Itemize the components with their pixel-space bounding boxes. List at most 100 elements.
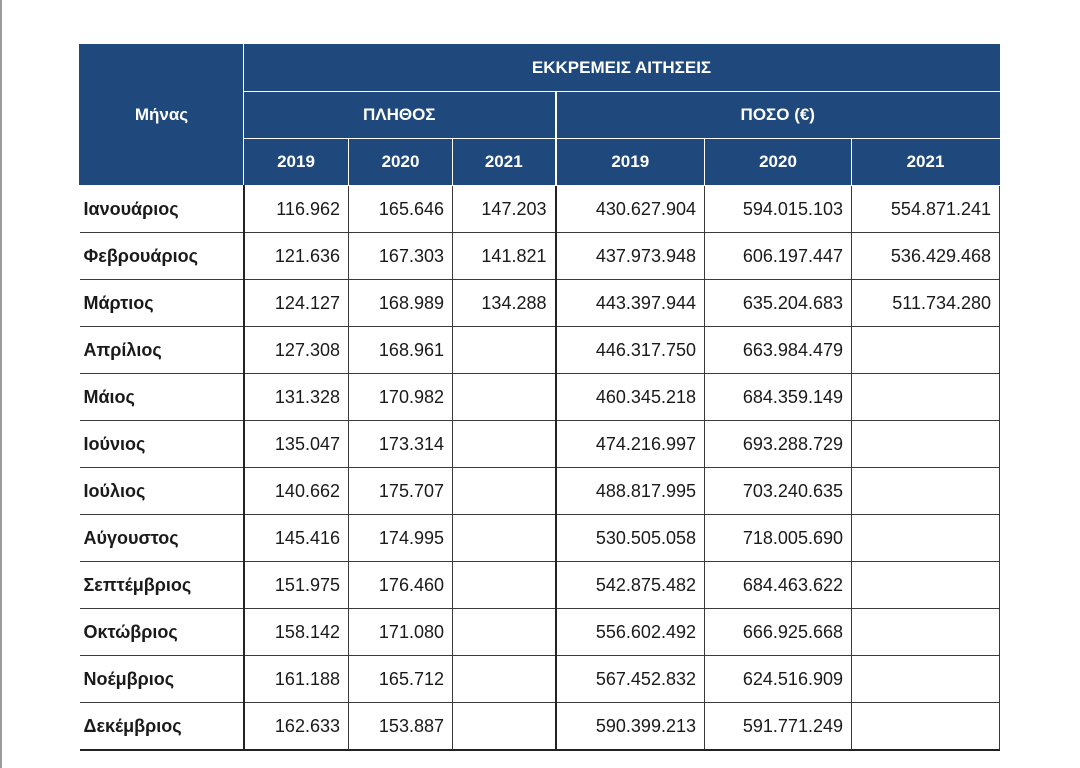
count-cell-2020: 168.961: [348, 326, 453, 374]
table-row: Σεπτέμβριος 151.975 176.460 542.875.482 684.…: [79, 561, 1001, 609]
amount-cell-2020: 666.925.668: [704, 608, 852, 656]
header-year-row: 2019 2020 2021 2019 2020 2021: [80, 138, 1001, 186]
amount-cell-2020: 606.197.447: [704, 232, 852, 280]
amount-cell-2020: 591.771.249: [704, 702, 852, 751]
amount-cell-2021: [850, 608, 1001, 656]
table-row: Ιανουάριος 116.962 165.646 147.203 430.627.9…: [79, 185, 1001, 233]
year-header-amount-2020: 2020: [704, 138, 852, 186]
table-row: Ιούνιος 135.047 173.314 474.216.997 693.288.…: [79, 420, 1001, 468]
count-cell-2021: [452, 655, 556, 703]
amount-cell-2020: 693.288.729: [704, 420, 852, 468]
amount-cell-2020: 703.240.635: [704, 467, 852, 515]
month-cell: Μάιος: [79, 373, 245, 421]
table-row: Μάιος 131.328 170.982 460.345.218 684.359.14…: [79, 373, 1001, 421]
count-cell-2021: [452, 467, 556, 515]
count-cell-2020: 176.460: [348, 561, 453, 609]
month-column-header: Μήνας: [79, 44, 244, 186]
table-row: Ιούλιος 140.662 175.707 488.817.995 703.240.…: [79, 467, 1001, 515]
table-row: Οκτώβριος 158.142 171.080 556.602.492 666.92…: [79, 608, 1001, 656]
amount-group-header: ΠΟΣΟ (€): [554, 91, 1001, 139]
amount-cell-2021: 511.734.280: [850, 279, 1001, 327]
page-left-edge: [0, 0, 2, 768]
header-group-row: ΠΛΗΘΟΣ ΠΟΣΟ (€): [80, 91, 1001, 139]
count-cell-2019: 116.962: [243, 185, 349, 233]
count-cell-2019: 135.047: [243, 420, 349, 468]
count-cell-2020: 168.989: [348, 279, 453, 327]
count-cell-2019: 161.188: [243, 655, 349, 703]
year-header-count-2019: 2019: [243, 138, 349, 186]
count-cell-2021: [452, 608, 556, 656]
count-cell-2020: 153.887: [348, 702, 453, 751]
year-header-amount-2021: 2021: [850, 138, 1001, 186]
amount-cell-2020: 684.359.149: [704, 373, 852, 421]
count-cell-2019: 151.975: [243, 561, 349, 609]
amount-cell-2019: 590.399.213: [554, 702, 705, 751]
count-cell-2020: 165.646: [348, 185, 453, 233]
amount-cell-2019: 556.602.492: [554, 608, 705, 656]
amount-cell-2021: [850, 373, 1001, 421]
table-row: Φεβρουάριος 121.636 167.303 141.821 437.973.…: [79, 232, 1001, 280]
amount-cell-2019: 430.627.904: [554, 185, 705, 233]
count-cell-2020: 170.982: [348, 373, 453, 421]
table-title: ΕΚΚΡΕΜΕΙΣ ΑΙΤΗΣΕΙΣ: [242, 44, 1001, 92]
count-cell-2021: [452, 561, 556, 609]
count-cell-2020: 174.995: [348, 514, 453, 562]
amount-cell-2020: 624.516.909: [704, 655, 852, 703]
month-cell: Αύγουστος: [79, 514, 245, 562]
count-cell-2020: 175.707: [348, 467, 453, 515]
count-cell-2021: 147.203: [452, 185, 556, 233]
month-cell: Απρίλιος: [79, 326, 245, 374]
header-title-row: Μήνας ΕΚΚΡΕΜΕΙΣ ΑΙΤΗΣΕΙΣ: [79, 44, 1001, 186]
amount-cell-2019: 460.345.218: [554, 373, 705, 421]
count-cell-2021: [452, 702, 556, 751]
table-row: Νοέμβριος 161.188 165.712 567.452.832 624.51…: [79, 655, 1001, 703]
pending-applications-table: Μήνας ΕΚΚΡΕΜΕΙΣ ΑΙΤΗΣΕΙΣ ΠΛΗΘΟΣ ΠΟΣΟ (€)…: [79, 44, 1001, 751]
table-body: Ιανουάριος 116.962 165.646 147.203 430.627.9…: [79, 185, 1001, 751]
count-cell-2021: 141.821: [452, 232, 556, 280]
table-row: Δεκέμβριος 162.633 153.887 590.399.213 591.7…: [79, 702, 1001, 751]
month-cell: Ιανουάριος: [79, 185, 245, 233]
year-header-count-2021: 2021: [452, 138, 556, 186]
amount-cell-2021: [850, 514, 1001, 562]
amount-cell-2019: 437.973.948: [554, 232, 705, 280]
table-row: Απρίλιος 127.308 168.961 446.317.750 663.984…: [79, 326, 1001, 374]
count-cell-2020: 167.303: [348, 232, 453, 280]
count-cell-2019: 124.127: [243, 279, 349, 327]
count-cell-2019: 145.416: [243, 514, 349, 562]
count-cell-2019: 158.142: [243, 608, 349, 656]
count-cell-2019: 131.328: [243, 373, 349, 421]
amount-cell-2019: 488.817.995: [554, 467, 705, 515]
amount-cell-2021: [850, 467, 1001, 515]
count-cell-2020: 173.314: [348, 420, 453, 468]
count-cell-2020: 171.080: [348, 608, 453, 656]
amount-cell-2021: [850, 420, 1001, 468]
amount-cell-2021: [850, 561, 1001, 609]
year-header-count-2020: 2020: [348, 138, 453, 186]
amount-cell-2019: 530.505.058: [554, 514, 705, 562]
count-cell-2021: 134.288: [452, 279, 556, 327]
month-cell: Ιούλιος: [79, 467, 245, 515]
count-cell-2021: [452, 420, 556, 468]
count-cell-2019: 127.308: [243, 326, 349, 374]
amount-cell-2019: 446.317.750: [554, 326, 705, 374]
amount-cell-2020: 718.005.690: [704, 514, 852, 562]
count-cell-2021: [452, 373, 556, 421]
month-cell: Μάρτιος: [79, 279, 245, 327]
count-group-header: ΠΛΗΘΟΣ: [243, 91, 556, 139]
month-cell: Δεκέμβριος: [79, 702, 245, 751]
amount-cell-2021: [850, 655, 1001, 703]
amount-cell-2021: 536.429.468: [850, 232, 1001, 280]
month-cell: Ιούνιος: [79, 420, 245, 468]
table-row: Μάρτιος 124.127 168.989 134.288 443.397.944 6…: [79, 279, 1001, 327]
amount-cell-2020: 684.463.622: [704, 561, 852, 609]
amount-cell-2021: 554.871.241: [850, 185, 1001, 233]
count-cell-2021: [452, 514, 556, 562]
amount-cell-2020: 663.984.479: [704, 326, 852, 374]
amount-cell-2019: 474.216.997: [554, 420, 705, 468]
month-cell: Φεβρουάριος: [79, 232, 245, 280]
count-cell-2019: 140.662: [243, 467, 349, 515]
amount-cell-2019: 567.452.832: [554, 655, 705, 703]
count-cell-2019: 162.633: [243, 702, 349, 751]
table-row: Αύγουστος 145.416 174.995 530.505.058 718.00…: [79, 514, 1001, 562]
